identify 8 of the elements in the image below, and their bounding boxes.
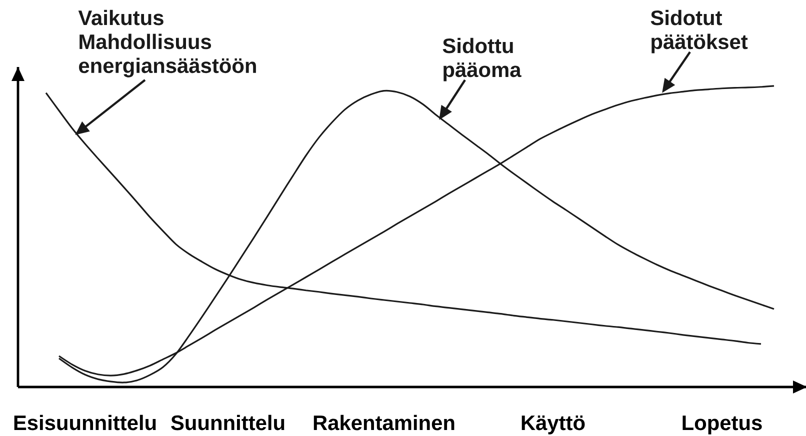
x-tick-label: Rakentaminen: [314, 414, 454, 430]
series-label: Sidottu pääoma: [442, 38, 522, 82]
x-tick-label: Suunnittelu: [171, 414, 284, 430]
series-label: Vaikutus Mahdollisuus energiansäästöön: [78, 10, 256, 78]
x-tick-label: Esisuunnittelu: [14, 414, 156, 430]
series-label: Sidotut päätökset: [650, 10, 748, 54]
x-tick-label: Käyttö: [522, 416, 585, 434]
x-tick-label: Lopetus: [682, 416, 762, 434]
